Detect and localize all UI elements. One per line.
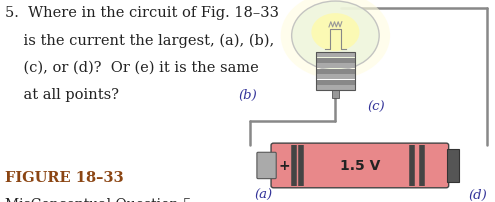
Text: (c), or (d)?  Or (e) it is the same: (c), or (d)? Or (e) it is the same <box>5 61 259 75</box>
Bar <box>447 149 459 182</box>
Circle shape <box>281 0 390 79</box>
Text: is the current the largest, (a), (b),: is the current the largest, (a), (b), <box>5 33 274 48</box>
Bar <box>316 80 355 85</box>
Bar <box>316 59 355 63</box>
Text: FIGURE 18–33: FIGURE 18–33 <box>5 170 124 184</box>
Text: (b): (b) <box>239 88 257 101</box>
Text: 5.  Where in the circuit of Fig. 18–33: 5. Where in the circuit of Fig. 18–33 <box>5 6 279 20</box>
Circle shape <box>311 14 359 52</box>
Bar <box>316 75 355 80</box>
Text: (a): (a) <box>254 188 272 201</box>
Text: (c): (c) <box>368 100 385 113</box>
Text: at all points?: at all points? <box>5 88 119 102</box>
Bar <box>316 53 355 91</box>
Bar <box>316 53 355 58</box>
Bar <box>316 69 355 75</box>
Text: 1.5 V: 1.5 V <box>340 159 380 173</box>
Bar <box>332 91 339 99</box>
Bar <box>316 64 355 69</box>
Circle shape <box>292 2 379 71</box>
FancyBboxPatch shape <box>271 143 448 188</box>
Text: +: + <box>278 159 290 173</box>
FancyBboxPatch shape <box>257 153 276 179</box>
Text: (d): (d) <box>468 188 487 201</box>
Bar <box>316 86 355 91</box>
Text: MisConceptual Question 5.: MisConceptual Question 5. <box>5 197 196 202</box>
